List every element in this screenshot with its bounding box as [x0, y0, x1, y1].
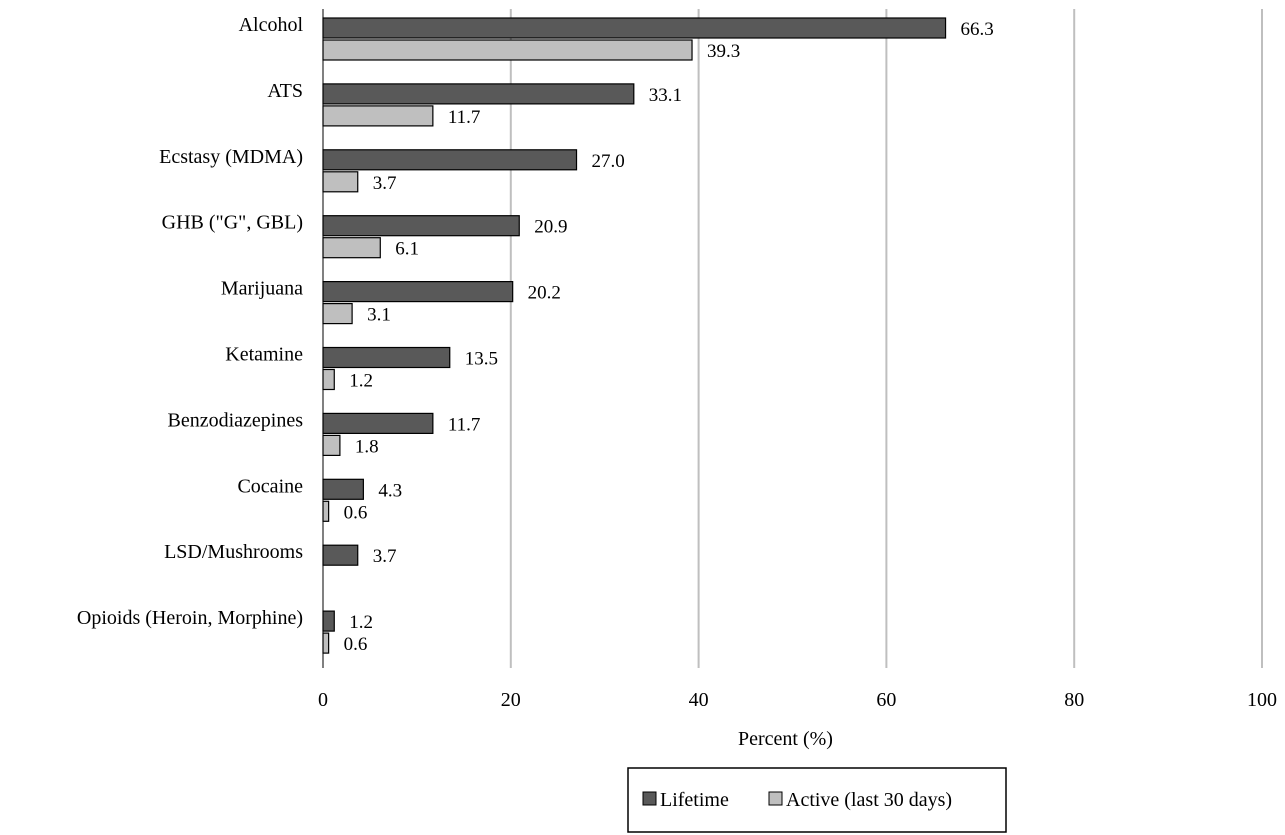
legend: Lifetime Active (last 30 days) — [627, 767, 1007, 833]
data-label: 1.8 — [355, 436, 379, 457]
category-label: Marijuana — [221, 278, 303, 300]
bar-lifetime — [322, 17, 947, 39]
data-label: 11.7 — [448, 414, 481, 435]
category-label: Ketamine — [225, 344, 303, 366]
x-tick-label: 40 — [689, 689, 709, 711]
bar-active — [322, 500, 330, 522]
data-label: 1.2 — [349, 612, 373, 633]
bar-lifetime — [322, 610, 335, 632]
data-label: 20.2 — [528, 283, 561, 304]
bars: 66.3 39.3 33.1 11.7 27.0 3.7 20.9 6.1 20.2 3.1 13.… — [322, 17, 994, 655]
data-label: 3.7 — [373, 173, 397, 194]
bar-active — [322, 171, 359, 193]
category-label: Benzodiazepines — [168, 409, 304, 431]
category-label: Cocaine — [237, 475, 303, 497]
legend-box — [627, 767, 1007, 833]
bar-active — [322, 303, 353, 325]
legend-label-lifetime: Lifetime — [660, 789, 729, 811]
bar-lifetime — [322, 215, 520, 237]
data-label: 1.2 — [349, 371, 373, 392]
bar-lifetime — [322, 149, 578, 171]
bar-lifetime — [322, 412, 434, 434]
category-label: Alcohol — [239, 14, 304, 36]
legend-label-active: Active (last 30 days) — [786, 789, 952, 811]
x-tick-label: 0 — [318, 689, 328, 711]
category-label: Opioids (Heroin, Morphine) — [77, 607, 303, 629]
legend-swatch-lifetime — [642, 791, 657, 806]
category-label: GHB ("G", GBL) — [162, 212, 303, 234]
bar-lifetime — [322, 544, 359, 566]
bar-active — [322, 632, 330, 654]
data-label: 6.1 — [395, 239, 419, 260]
data-label: 33.1 — [649, 85, 682, 106]
x-tick-label: 20 — [501, 689, 521, 711]
x-axis-label: Percent (%) — [738, 728, 833, 750]
category-labels: Alcohol ATS Ecstasy (MDMA) GHB ("G", GBL) Ma… — [77, 14, 304, 629]
data-label: 4.3 — [378, 480, 402, 501]
x-tick-label: 100 — [1247, 689, 1277, 711]
bar-lifetime — [322, 281, 514, 303]
data-label: 27.0 — [592, 151, 625, 172]
bar-active — [322, 368, 335, 391]
data-label: 3.7 — [373, 546, 397, 567]
bar-active — [322, 237, 381, 259]
gridlines — [509, 9, 1263, 668]
data-label: 0.6 — [344, 634, 368, 655]
bar-active — [322, 39, 693, 61]
data-label: 39.3 — [707, 41, 740, 62]
legend-swatch-active — [768, 791, 783, 806]
category-label: Ecstasy (MDMA) — [159, 146, 303, 168]
data-label: 20.9 — [534, 217, 567, 238]
bar-active — [322, 105, 434, 127]
category-label: ATS — [267, 80, 303, 102]
data-label: 3.1 — [367, 305, 391, 326]
data-label: 0.6 — [344, 502, 368, 523]
bar-active — [322, 434, 341, 456]
bar-lifetime — [322, 83, 635, 105]
x-tick-labels: 0 20 40 60 80 100 — [318, 689, 1277, 711]
bar-lifetime — [322, 346, 451, 369]
data-label: 11.7 — [448, 107, 481, 128]
x-tick-label: 80 — [1064, 689, 1084, 711]
data-label: 13.5 — [465, 349, 498, 370]
bar-lifetime — [322, 478, 364, 500]
category-label: LSD/Mushrooms — [164, 541, 303, 563]
data-label: 66.3 — [961, 19, 994, 40]
x-tick-label: 60 — [876, 689, 896, 711]
